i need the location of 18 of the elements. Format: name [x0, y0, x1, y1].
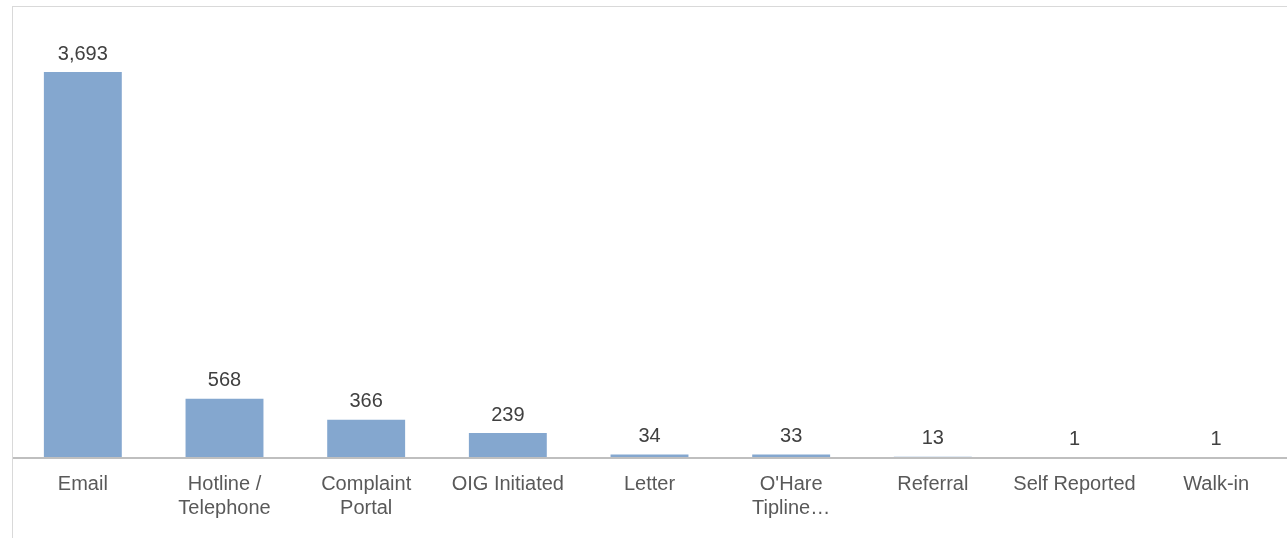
x-tick-label: OIG Initiated	[451, 471, 564, 494]
x-tick-label: Letter	[623, 471, 676, 494]
x-tick-label: Complaint Portal	[321, 471, 412, 518]
x-tick-label: Referral	[897, 471, 969, 494]
data-label: 1	[1068, 427, 1081, 450]
data-label: 568	[207, 368, 242, 391]
data-label: 3,693	[57, 41, 108, 64]
data-label: 34	[638, 423, 661, 446]
x-tick-label: Self Reported	[1013, 471, 1136, 494]
data-label: 239	[491, 402, 525, 425]
x-tick-label: Email	[57, 471, 108, 494]
x-tick-label: Walk-in	[1183, 471, 1250, 494]
data-label: 1	[1210, 427, 1222, 450]
data-label: 366	[349, 389, 383, 412]
x-tick-label: O'Hare Tipline…	[752, 471, 831, 518]
data-label: 33	[780, 424, 803, 447]
x-tick-label: Hotline / Telephone	[178, 471, 271, 518]
data-label: 13	[921, 426, 944, 449]
